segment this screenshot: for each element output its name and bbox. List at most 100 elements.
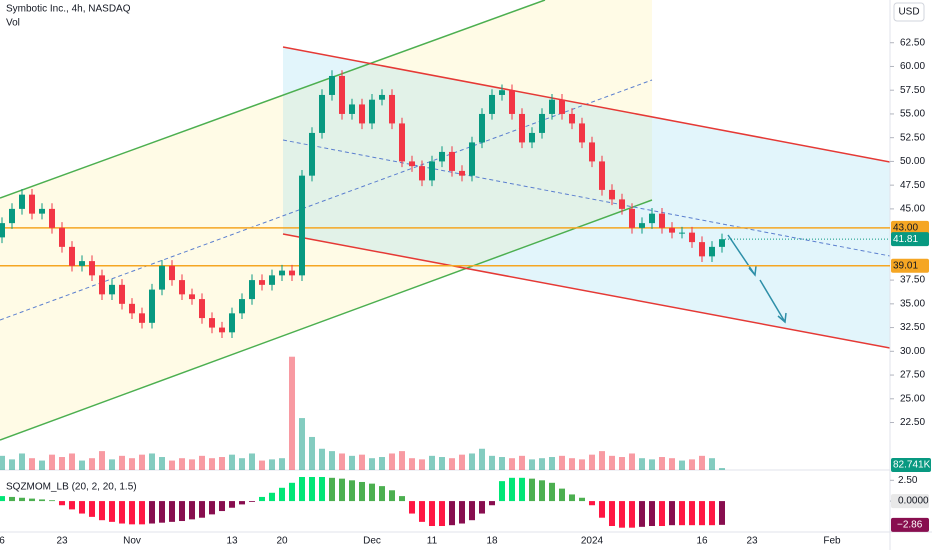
candle-body (589, 142, 595, 162)
x-tick-label: 16 (696, 536, 708, 547)
volume-bar (149, 453, 155, 470)
volume-bar (589, 454, 595, 470)
candle-body (389, 94, 395, 124)
candle-body (199, 299, 205, 319)
momentum-bar (599, 501, 605, 518)
candle-body (669, 227, 675, 233)
volume-bar (689, 459, 695, 470)
volume-bar (449, 458, 455, 470)
momentum-bar (519, 477, 525, 502)
x-tick-label: 23 (746, 536, 758, 547)
candle-body (569, 113, 575, 124)
candle-body (649, 213, 655, 224)
arrow (727, 234, 756, 276)
momentum-bar (489, 501, 495, 506)
candle-body (519, 113, 525, 143)
volume-bar (659, 457, 665, 470)
volume-bar (179, 458, 185, 470)
candle-body (679, 232, 685, 234)
momentum-bar (429, 501, 435, 527)
currency-button[interactable] (893, 2, 925, 22)
momentum-bar (609, 501, 615, 527)
momentum-bar (49, 500, 55, 502)
volume-bar (289, 356, 295, 470)
x-tick-label: 20 (276, 536, 288, 547)
momentum-bar (89, 501, 95, 517)
volume-bar (699, 455, 705, 470)
volume-bar (359, 454, 365, 470)
arrow (759, 279, 786, 323)
momentum-bar (569, 494, 575, 502)
momentum-bar (549, 482, 555, 502)
candle-body (349, 104, 355, 114)
price-tag-label: 43.00 (893, 223, 918, 234)
y-tick-label: 30.00 (900, 346, 925, 357)
volume-bar (369, 458, 375, 470)
momentum-bar (319, 476, 325, 502)
momentum-bar (29, 498, 35, 502)
red-channel-mid (282, 139, 891, 257)
volume-bar (459, 454, 465, 470)
momentum-bar (399, 496, 405, 502)
momentum-bar (239, 501, 245, 505)
volume-bar (29, 458, 35, 470)
volume-bar (239, 458, 245, 470)
candle-body (319, 94, 325, 133)
candle-body (369, 99, 375, 124)
momentum-bar (449, 501, 455, 526)
drawings (0, 0, 891, 441)
momentum-bar (629, 501, 635, 528)
y-tick-label: 37.50 (900, 275, 925, 286)
volume-bar (89, 458, 95, 470)
indicator-tag (891, 517, 929, 532)
candle-body (129, 303, 135, 314)
candle-body (439, 151, 445, 162)
volume-tag (891, 458, 931, 472)
candle-body (179, 280, 185, 295)
volume-bar (79, 460, 85, 470)
volume-bar (319, 448, 325, 470)
y-tick-label: 25.00 (900, 393, 925, 404)
x-tick-label: 11 (427, 536, 438, 547)
volume-bar (229, 454, 235, 470)
volume-legend: Vol (6, 18, 20, 29)
volume-bar (269, 459, 275, 470)
volume-bar (309, 436, 315, 470)
momentum-bar (719, 501, 725, 525)
candle-body (639, 223, 645, 228)
volume-bar (169, 460, 175, 470)
candle-body (409, 161, 415, 167)
x-tick-label: 23 (56, 536, 68, 547)
y-tick-label: 55.00 (900, 109, 925, 120)
candle-body (69, 246, 75, 266)
volume-bar (389, 453, 395, 470)
candle-body (469, 142, 475, 176)
momentum-bar (639, 501, 645, 527)
momentum-bar (69, 501, 75, 510)
candle-body (289, 270, 295, 276)
volume-bar (159, 457, 165, 470)
candle-body (149, 289, 155, 323)
volume-bar (619, 457, 625, 470)
candle-body (689, 232, 695, 243)
currency[interactable]: USD (898, 7, 919, 18)
volume-bar (679, 460, 685, 470)
volume-bar (129, 458, 135, 470)
momentum-bar (349, 480, 355, 502)
volume-bar (199, 455, 205, 470)
momentum-bar (389, 490, 395, 502)
price-tag-label: 39.01 (893, 260, 918, 271)
momentum-bar (189, 501, 195, 520)
momentum-bar (229, 501, 235, 508)
momentum-bar (469, 501, 475, 521)
momentum-bar (279, 487, 285, 502)
momentum-bar (699, 501, 705, 526)
candle-body (59, 227, 65, 247)
indicator-legend: SQZMOM_LB (20, 2, 20, 1.5) (6, 482, 137, 493)
candle-body (269, 275, 275, 285)
y-tick-label: 0.0000 (898, 496, 929, 507)
volume-bar (99, 451, 105, 470)
volume-bar (519, 455, 525, 470)
volume-bar (49, 454, 55, 470)
momentum-bar (199, 501, 205, 518)
